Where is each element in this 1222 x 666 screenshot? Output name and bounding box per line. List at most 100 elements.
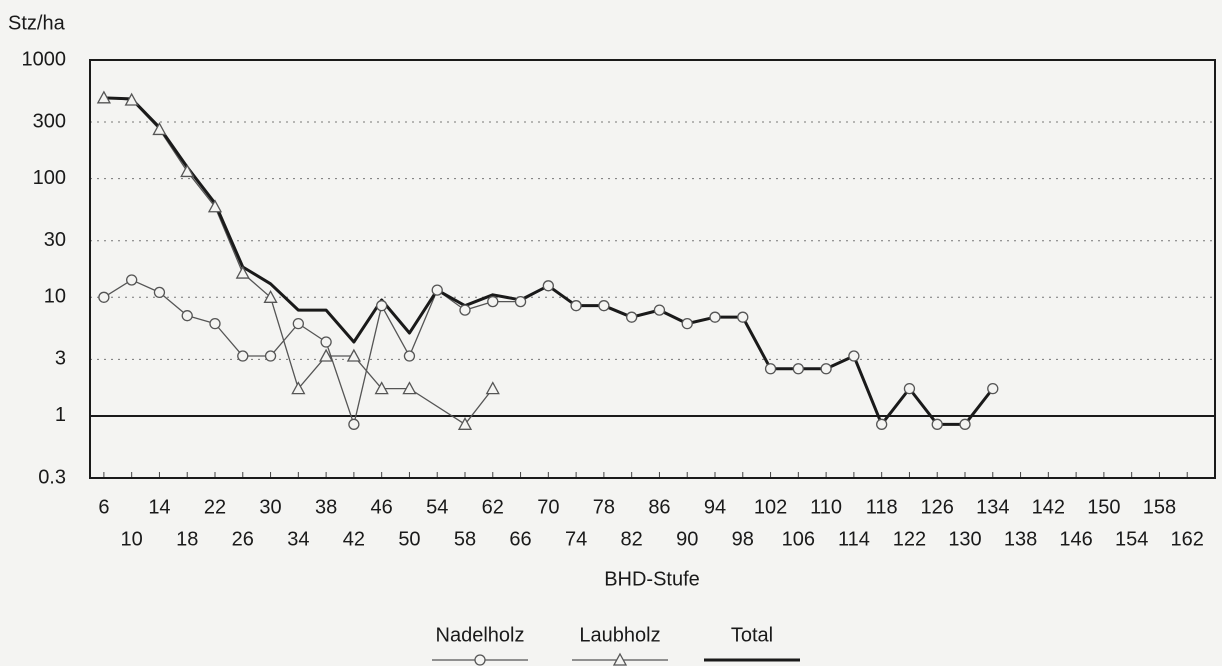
- legend-label: Laubholz: [579, 624, 660, 646]
- point: [235, 265, 250, 279]
- x-tick-label: 86: [648, 496, 670, 518]
- x-tick-label: 162: [1171, 528, 1204, 550]
- point: [124, 92, 139, 106]
- y-tick-label: 300: [33, 110, 66, 132]
- point: [126, 274, 138, 286]
- point: [987, 382, 999, 395]
- point: [487, 295, 499, 308]
- y-tick-label: 1000: [22, 48, 67, 70]
- legend-label: Nadelholz: [436, 624, 525, 646]
- x-tick-label: 58: [454, 528, 476, 550]
- point: [514, 295, 527, 308]
- point: [374, 381, 389, 395]
- point: [820, 363, 832, 375]
- point: [903, 382, 916, 395]
- x-tick-label: 42: [343, 528, 365, 550]
- x-axis-label: BHD-Stufe: [604, 568, 700, 590]
- point: [180, 164, 195, 178]
- x-tick-label: 90: [676, 528, 698, 550]
- point: [709, 311, 721, 323]
- y-tick-label: 100: [33, 167, 66, 189]
- x-tick-label: 78: [593, 496, 615, 518]
- x-tick-label: 150: [1087, 496, 1120, 518]
- point: [431, 284, 443, 296]
- x-tick-label: 70: [537, 496, 559, 518]
- y-tick-label: 30: [44, 229, 66, 251]
- point: [264, 350, 277, 362]
- point: [402, 381, 417, 395]
- point: [207, 199, 223, 213]
- point: [319, 348, 334, 362]
- x-tick-label: 38: [315, 496, 337, 518]
- x-tick-label: 154: [1115, 528, 1148, 550]
- x-tick-label: 82: [621, 528, 643, 550]
- x-tick-label: 10: [121, 528, 143, 550]
- legend-label: Total: [731, 624, 773, 646]
- point: [96, 90, 111, 104]
- point: [457, 416, 473, 430]
- y-tick-label: 10: [44, 286, 66, 308]
- x-tick-label: 146: [1059, 528, 1092, 550]
- point: [570, 300, 582, 312]
- x-tick-label: 126: [921, 496, 954, 518]
- point: [403, 350, 416, 362]
- x-tick-label: 106: [782, 528, 815, 550]
- x-tick-label: 122: [893, 528, 926, 550]
- point: [931, 418, 943, 430]
- y-tick-label: 3: [55, 348, 66, 370]
- y-axis-label: Stz/ha: [8, 12, 66, 34]
- x-tick-label: 138: [1004, 528, 1037, 550]
- point: [181, 310, 193, 322]
- point: [459, 304, 471, 316]
- point: [346, 348, 361, 362]
- point: [291, 381, 306, 395]
- point: [848, 350, 860, 362]
- x-tick-label: 130: [948, 528, 981, 550]
- point: [237, 350, 249, 362]
- point: [792, 363, 804, 375]
- x-tick-label: 46: [371, 496, 393, 518]
- point: [348, 418, 360, 430]
- series-line: [103, 97, 494, 425]
- x-tick-label: 142: [1032, 496, 1065, 518]
- x-tick-label: 26: [232, 528, 254, 550]
- legend-marker: [612, 652, 628, 666]
- point: [292, 317, 304, 330]
- x-tick-label: 22: [204, 496, 226, 518]
- plot-frame: [89, 59, 1216, 479]
- x-tick-label: 74: [565, 528, 587, 550]
- x-tick-label: 118: [866, 496, 898, 518]
- x-tick-label: 110: [810, 496, 842, 518]
- x-tick-label: 94: [704, 496, 726, 518]
- x-tick-label: 134: [976, 496, 1009, 518]
- point: [209, 317, 221, 330]
- point: [485, 381, 500, 395]
- point: [263, 289, 278, 303]
- x-tick-label: 30: [259, 496, 281, 518]
- point: [153, 286, 166, 299]
- x-tick-label: 158: [1143, 496, 1176, 518]
- point: [152, 122, 167, 136]
- x-tick-label: 66: [509, 528, 531, 550]
- point: [876, 418, 888, 430]
- x-tick-label: 54: [426, 496, 448, 518]
- point: [737, 311, 749, 323]
- y-tick-label: 0.3: [38, 466, 66, 488]
- x-tick-label: 14: [148, 496, 170, 518]
- point: [764, 363, 777, 375]
- x-tick-label: 114: [838, 528, 870, 550]
- point: [542, 280, 554, 292]
- point: [376, 300, 388, 312]
- point: [320, 336, 332, 348]
- point: [959, 418, 971, 430]
- x-tick-label: 6: [98, 496, 109, 518]
- point: [98, 291, 110, 303]
- point: [626, 311, 638, 323]
- point: [598, 300, 610, 312]
- x-tick-label: 102: [754, 496, 787, 518]
- legend-marker: [474, 654, 486, 666]
- series-line: [103, 279, 994, 425]
- x-tick-label: 98: [732, 528, 754, 550]
- x-tick-label: 34: [287, 528, 309, 550]
